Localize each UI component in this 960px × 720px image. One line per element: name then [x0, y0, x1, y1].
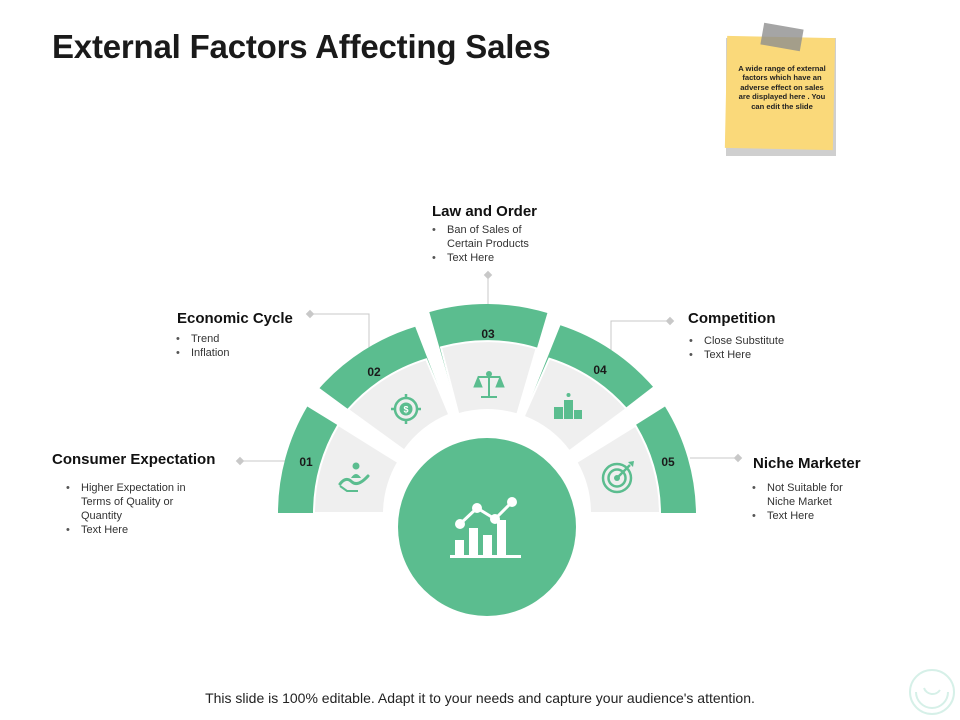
law-and-order-heading: Law and Order: [432, 203, 538, 220]
segment-03-number: 03: [481, 327, 495, 341]
target-icon: [601, 461, 634, 494]
segment-04: [522, 325, 653, 453]
economic-cycle-bullets: Trend Inflation: [176, 332, 296, 360]
law-and-order-bullets: Ban of Sales of Certain Products Text He…: [432, 223, 557, 265]
hand-person-icon: [338, 462, 370, 492]
svg-text:$: $: [403, 405, 408, 415]
center-circle: [398, 438, 576, 616]
bullet-item: Text Here: [752, 509, 867, 523]
segment-03: [429, 304, 548, 416]
connector-04: [610, 320, 670, 350]
scales-icon: [473, 371, 505, 398]
bullet-item: Inflation: [176, 346, 296, 360]
connector-02: [310, 313, 370, 348]
connector-lines: [240, 275, 738, 462]
competition-bullets: Close Substitute Text Here: [689, 334, 829, 362]
segment-01-number: 01: [299, 455, 313, 469]
segment-02: [319, 326, 451, 452]
sticky-note-text: A wide range of external factors which h…: [738, 64, 826, 111]
growth-chart-icon: [450, 497, 521, 558]
bullet-item: Text Here: [432, 251, 557, 265]
watermark-swirl-icon: [909, 669, 955, 715]
bullet-item: Close Substitute: [689, 334, 829, 348]
dollar-target-icon: $: [391, 394, 421, 424]
bullet-item: Ban of Sales of Certain Products: [432, 223, 557, 251]
podium-icon: [554, 393, 582, 419]
segment-02-number: 02: [367, 365, 381, 379]
segment-05-number: 05: [661, 455, 675, 469]
niche-marketer-bullets: Not Suitable for Niche Market Text Here: [752, 481, 867, 523]
bullet-item: Text Here: [689, 348, 829, 362]
consumer-expectation-heading: Consumer Expectation: [52, 451, 216, 468]
bullet-item: Not Suitable for Niche Market: [752, 481, 867, 509]
competition-heading: Competition: [688, 310, 776, 327]
bullet-item: Trend: [176, 332, 296, 346]
niche-marketer-heading: Niche Marketer: [753, 455, 861, 472]
footer-caption: This slide is 100% editable. Adapt it to…: [205, 690, 755, 706]
sticky-note: A wide range of external factors which h…: [722, 22, 840, 158]
bullet-item: Higher Expectation in Terms of Quality o…: [66, 481, 196, 523]
bullet-item: Text Here: [66, 523, 196, 537]
economic-cycle-heading: Economic Cycle: [177, 310, 293, 327]
consumer-expectation-bullets: Higher Expectation in Terms of Quality o…: [66, 481, 196, 537]
segment-04-number: 04: [593, 363, 607, 377]
page-title: External Factors Affecting Sales: [52, 28, 551, 65]
